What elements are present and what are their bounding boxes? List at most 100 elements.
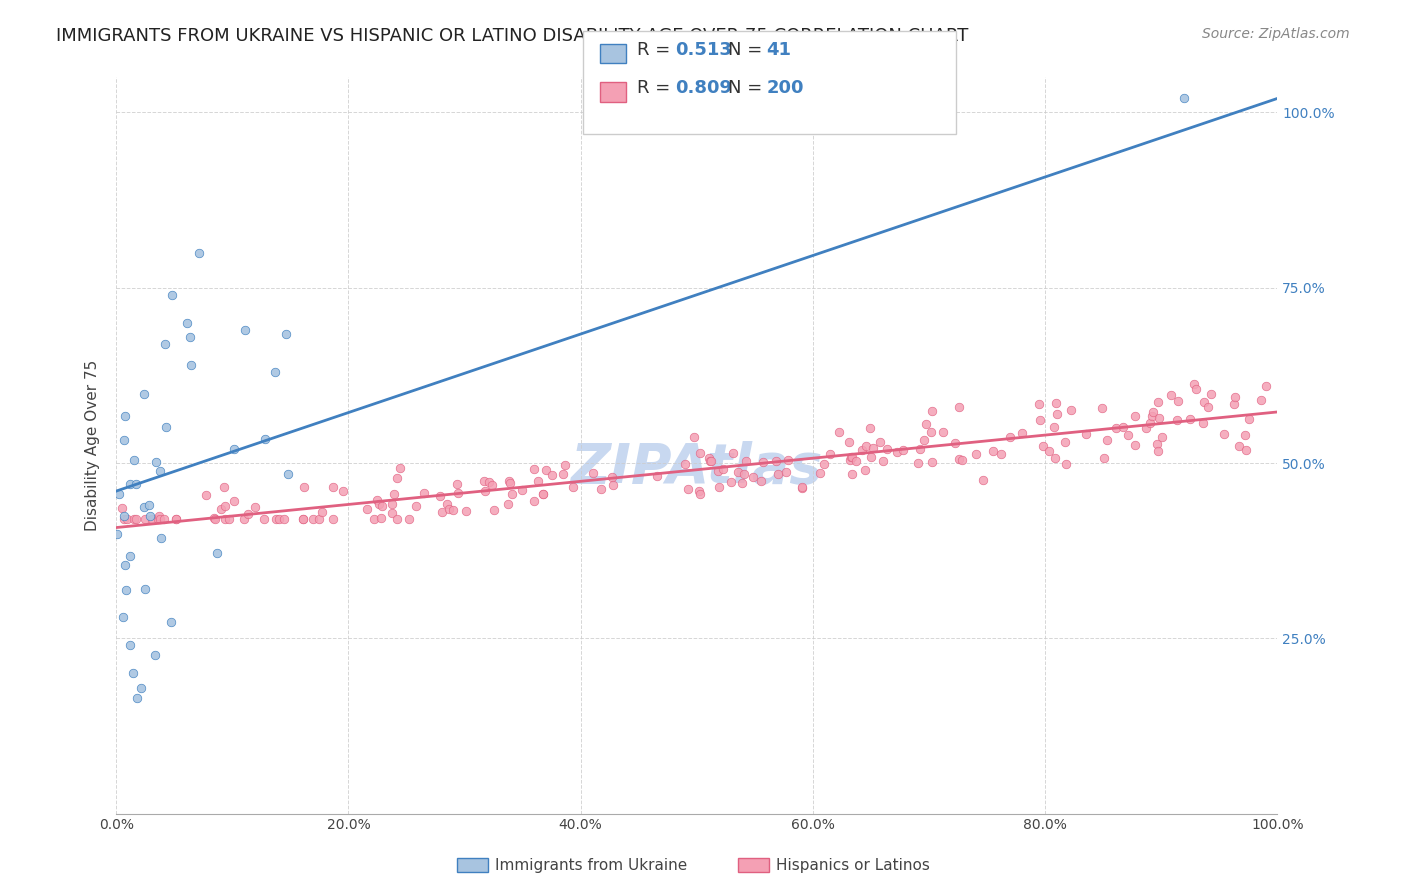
Point — [292, 480, 315, 494]
Point — [510, 483, 533, 498]
Point — [368, 497, 391, 511]
Point — [1166, 413, 1188, 427]
Point — [366, 492, 388, 507]
Point — [474, 483, 496, 498]
Point — [673, 458, 696, 472]
Point — [356, 501, 378, 516]
Point — [582, 466, 605, 480]
Point — [965, 447, 987, 461]
Point — [1223, 390, 1246, 404]
Point — [589, 483, 612, 497]
Point — [1212, 426, 1234, 441]
Point — [792, 481, 814, 495]
Point — [124, 512, 146, 526]
Point — [381, 497, 404, 511]
Point — [222, 442, 245, 456]
Point — [385, 471, 408, 485]
Point — [839, 453, 862, 467]
Point — [159, 615, 181, 630]
Point — [776, 452, 799, 467]
Point — [766, 467, 789, 481]
Point — [688, 483, 710, 498]
Point — [1060, 402, 1083, 417]
Point — [851, 443, 873, 458]
Point — [233, 322, 256, 336]
Point — [711, 462, 734, 476]
Text: 200: 200 — [766, 79, 804, 97]
Point — [447, 486, 470, 500]
Point — [645, 469, 668, 483]
Point — [735, 454, 758, 468]
Point — [134, 582, 156, 597]
Point — [115, 512, 138, 526]
Point — [1150, 430, 1173, 444]
Point — [1142, 405, 1164, 419]
Point — [1045, 396, 1067, 410]
Text: 0.513: 0.513 — [675, 41, 731, 59]
Point — [371, 499, 394, 513]
Point — [932, 425, 955, 439]
Point — [1054, 457, 1077, 471]
Point — [122, 453, 145, 467]
Point — [370, 511, 392, 525]
Point — [202, 511, 225, 525]
Point — [398, 512, 420, 526]
Point — [828, 425, 851, 440]
Point — [1192, 395, 1215, 409]
Point — [302, 512, 325, 526]
Point — [838, 435, 860, 450]
Point — [1146, 443, 1168, 458]
Point — [148, 509, 170, 524]
Point — [527, 474, 550, 488]
Point — [152, 512, 174, 526]
Point — [437, 501, 460, 516]
Point — [267, 512, 290, 526]
Text: Source: ZipAtlas.com: Source: ZipAtlas.com — [1202, 27, 1350, 41]
Point — [482, 503, 505, 517]
Point — [332, 484, 354, 499]
Point — [134, 512, 156, 526]
Point — [1192, 417, 1215, 431]
Point — [273, 512, 295, 526]
Point — [436, 497, 458, 511]
Point — [291, 512, 314, 526]
Point — [1199, 387, 1222, 401]
Point — [733, 467, 755, 481]
Point — [146, 512, 169, 526]
Point — [1043, 451, 1066, 466]
Point — [1147, 394, 1170, 409]
Point — [139, 509, 162, 524]
Point — [720, 475, 742, 489]
Point — [1028, 397, 1050, 411]
Point — [553, 467, 575, 481]
Point — [214, 480, 236, 494]
Point — [859, 450, 882, 464]
Point — [808, 466, 831, 480]
Point — [682, 430, 704, 444]
Point — [218, 512, 240, 526]
Point — [1239, 412, 1261, 426]
Point — [188, 245, 211, 260]
Point — [920, 425, 942, 439]
Point — [160, 287, 183, 301]
Point — [204, 512, 226, 526]
Point — [531, 487, 554, 501]
Point — [891, 442, 914, 457]
Point — [948, 400, 970, 414]
Point — [1227, 439, 1250, 453]
Point — [253, 432, 276, 446]
Point — [245, 500, 267, 515]
Point — [1123, 438, 1146, 452]
Point — [972, 473, 994, 487]
Point — [689, 446, 711, 460]
Text: R =: R = — [637, 41, 676, 59]
Y-axis label: Disability Age Over 75: Disability Age Over 75 — [86, 359, 100, 531]
Point — [429, 489, 451, 503]
Point — [742, 470, 765, 484]
Point — [120, 477, 142, 491]
Point — [707, 480, 730, 494]
Point — [523, 461, 546, 475]
Point — [478, 475, 501, 489]
Point — [413, 485, 436, 500]
Point — [112, 512, 135, 526]
